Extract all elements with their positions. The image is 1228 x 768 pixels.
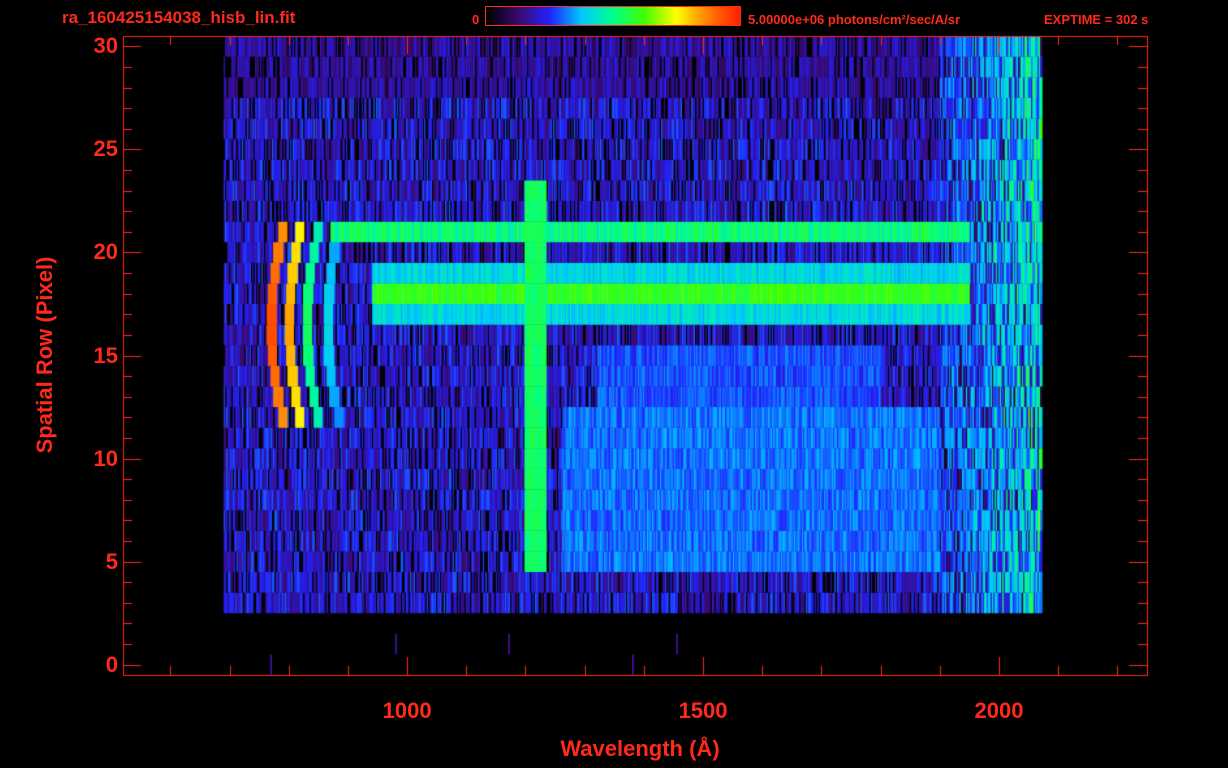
- y-tick-label: 10: [93, 445, 118, 471]
- colorbar-max-label: 5.00000e+06 photons/cm²/sec/A/sr: [748, 12, 961, 27]
- y-tick-label: 20: [93, 239, 118, 265]
- y-tick-label: 5: [105, 548, 118, 574]
- x-tick-label: 1500: [678, 698, 728, 723]
- y-tick-label: 15: [93, 342, 118, 368]
- y-tick-label: 0: [105, 651, 118, 677]
- x-axis-label: Wavelength (Å): [560, 736, 720, 761]
- x-tick-label: 2000: [974, 698, 1024, 723]
- file-name-title: ra_160425154038_hisb_lin.fit: [62, 8, 296, 27]
- exposure-time-label: EXPTIME = 302 s: [1044, 12, 1149, 27]
- x-tick-label: 1000: [382, 698, 432, 723]
- colorbar: [485, 6, 741, 26]
- y-tick-label: 25: [93, 136, 118, 162]
- colorbar-min-label: 0: [472, 12, 480, 27]
- y-tick-label: 30: [93, 33, 118, 59]
- y-axis-label: Spatial Row (Pixel): [32, 256, 57, 454]
